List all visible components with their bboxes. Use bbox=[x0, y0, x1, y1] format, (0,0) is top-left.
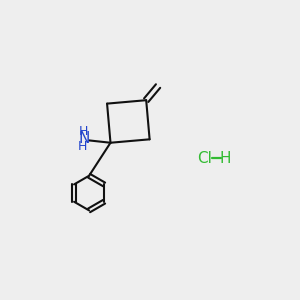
Text: H: H bbox=[220, 151, 231, 166]
Text: N: N bbox=[78, 130, 90, 146]
Text: H: H bbox=[77, 140, 87, 153]
Text: H: H bbox=[79, 125, 88, 138]
Text: Cl: Cl bbox=[197, 151, 212, 166]
